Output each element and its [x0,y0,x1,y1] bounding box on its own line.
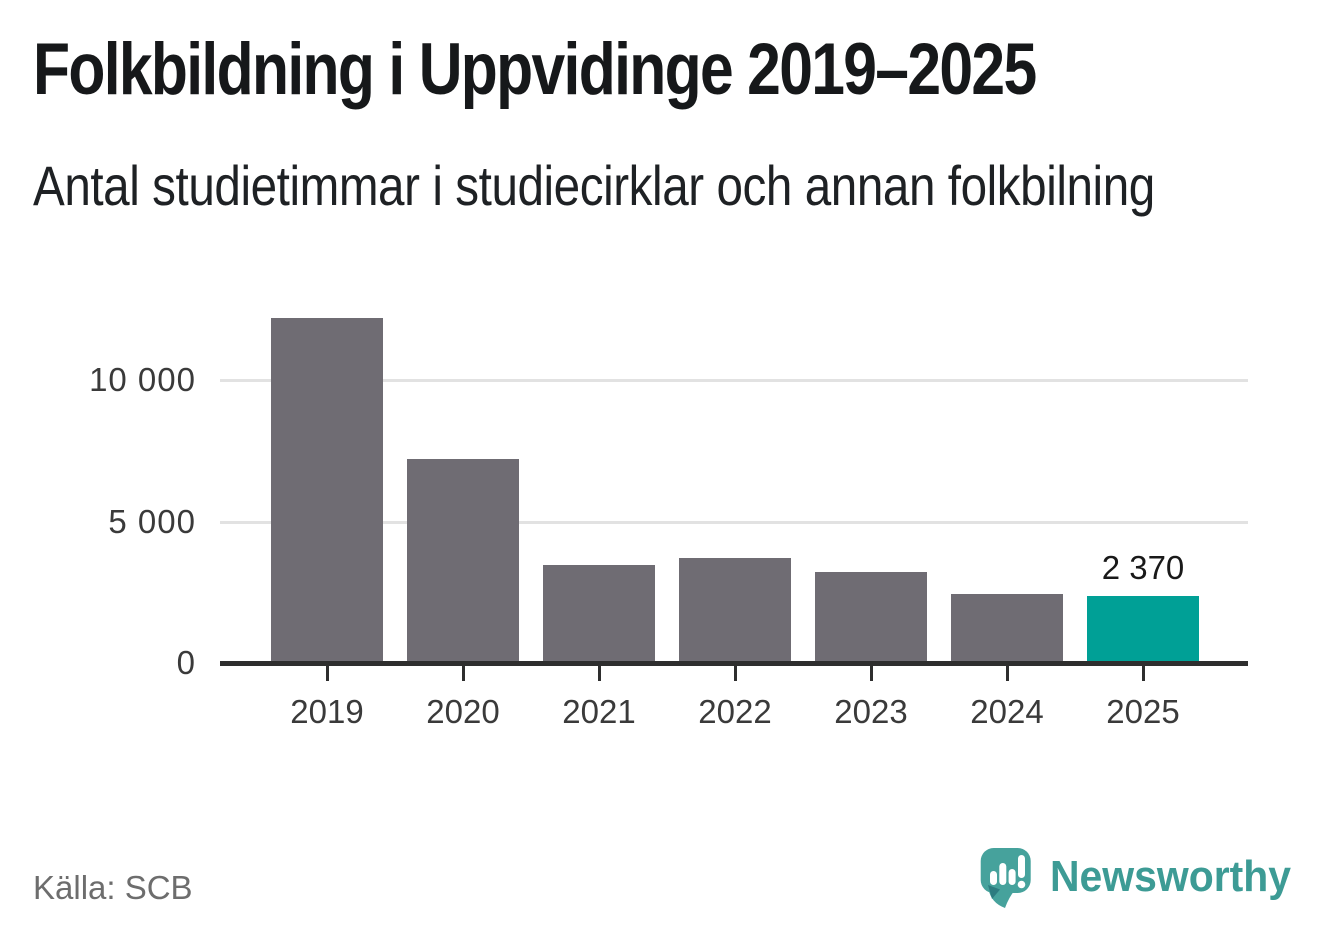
x-axis-label-2019: 2019 [290,693,364,730]
x-axis-label-2023: 2023 [834,693,908,730]
gridline-10000 [220,379,1248,382]
newsworthy-logo-text: Newsworthy [1050,852,1292,901]
x-axis-tick-2022 [734,666,737,681]
x-axis-tick-2023 [870,666,873,681]
bar-2024 [951,594,1063,663]
chart-subtitle: Antal studietimmar i studiecirklar och a… [33,154,1155,217]
bar-2021 [543,565,655,663]
y-axis-tick-label: 0 [176,644,196,681]
x-axis-tick-2025 [1142,666,1145,681]
chart-title: Folkbildning i Uppvidinge 2019–2025 [33,29,1037,110]
gridline-5000 [220,521,1248,524]
x-axis-tick-2020 [462,666,465,681]
y-axis-tick-label: 10 000 [89,361,196,398]
x-axis-tick-2024 [1006,666,1009,681]
x-axis-line [220,661,1248,666]
x-axis-label-2024: 2024 [970,693,1044,730]
bar-value-label: 2 370 [1101,549,1185,586]
x-axis-tick-2021 [598,666,601,681]
newsworthy-speech-bubble-icon [980,848,1031,908]
x-axis-label-2021: 2021 [562,693,636,730]
y-axis-tick-label: 5 000 [108,503,196,540]
x-axis-label-2022: 2022 [698,693,772,730]
x-axis-tick-2019 [326,666,329,681]
bar-2023 [815,572,927,663]
x-axis-label-2020: 2020 [426,693,500,730]
bar-2020 [407,459,519,663]
bar-2025 [1087,596,1199,663]
bar-2022 [679,558,791,663]
x-axis-label-2025: 2025 [1106,693,1180,730]
source-note: Källa: SCB [33,869,193,906]
bar-2019 [271,318,383,663]
